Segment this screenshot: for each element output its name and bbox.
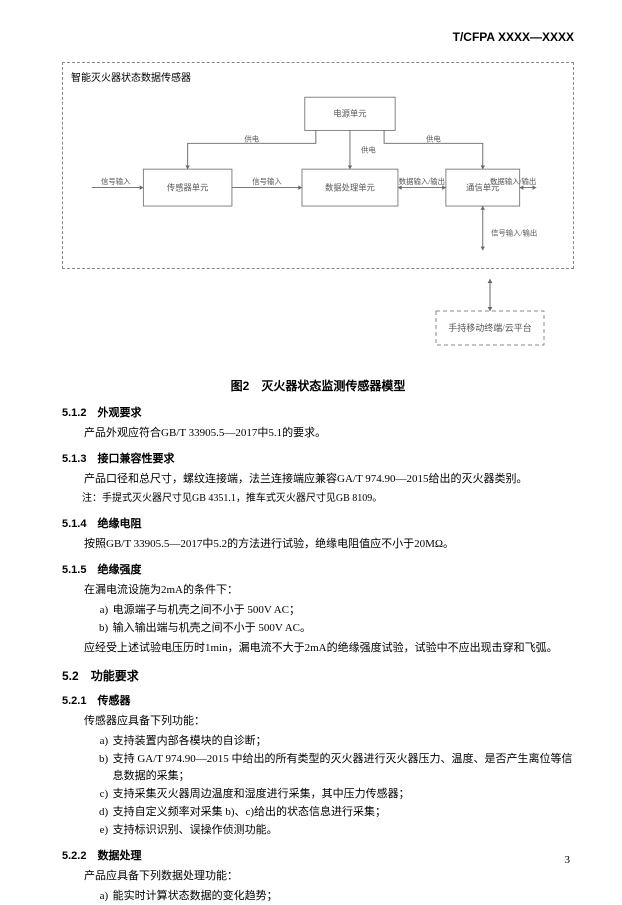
list-item: b)输入输出端与机壳之间不小于 500V AC。 [62,620,574,637]
list-item: b)支持 GA/T 974.90—2015 中给出的所有类型的灭火器进行灭火器压… [62,751,574,785]
svg-text:电源单元: 电源单元 [333,109,366,119]
svg-text:数据处理单元: 数据处理单元 [325,182,375,192]
heading-521: 5.2.1 传感器 [62,692,574,708]
svg-text:信号输入: 信号输入 [101,177,131,186]
list: a)电源端子与机壳之间不小于 500V AC；b)输入输出端与机壳之间不小于 5… [62,602,574,637]
paragraph: 产品应具备下列数据处理功能： [62,868,574,885]
paragraph: 产品口径和总尺寸，螺纹连接端，法兰连接端应兼容GA/T 974.90—2015给… [62,471,574,488]
diagram-outer: 智能灭火器状态数据传感器 电源单元传感器单元数据处理单元通信单元供电供电供电信号… [62,62,574,269]
svg-text:手持移动终端/云平台: 手持移动终端/云平台 [448,322,532,333]
svg-text:数据输入/输出: 数据输入/输出 [399,177,445,186]
page-number: 3 [565,854,571,866]
heading-522: 5.2.2 数据处理 [62,847,574,863]
svg-text:传感器单元: 传感器单元 [167,182,209,192]
paragraph: 产品外观应符合GB/T 33905.5—2017中5.1的要求。 [62,425,574,442]
list-item: a)能实时计算状态数据的变化趋势； [62,888,574,905]
heading-513: 5.1.3 接口兼容性要求 [62,450,574,466]
list: a)能实时计算状态数据的变化趋势； [62,888,574,905]
list-item: e)支持标识识别、误操作侦测功能。 [62,822,574,839]
external-svg: 手持移动终端/云平台 [390,279,560,359]
svg-text:供电: 供电 [244,134,259,143]
list-item: a)电源端子与机壳之间不小于 500V AC； [62,602,574,619]
diagram-container-title: 智能灭火器状态数据传感器 [71,69,567,84]
diagram-svg: 电源单元传感器单元数据处理单元通信单元供电供电供电信号输入信号输入数据输入/输出… [69,88,559,254]
list-item: d)支持自定义频率对采集 b)、c)给出的状态信息进行采集； [62,804,574,821]
paragraph: 传感器应具备下列功能： [62,713,574,730]
svg-text:供电: 供电 [361,146,376,155]
paragraph: 在漏电流设施为2mA的条件下： [62,582,574,599]
paragraph: 应经受上述试验电压历时1min，漏电流不大于2mA的绝缘强度试验，试验中不应出现… [62,640,574,657]
figure-caption: 图2 灭火器状态监测传感器模型 [62,377,574,394]
note: 注：手提式灭火器尺寸见GB 4351.1，推车式灭火器尺寸见GB 8109。 [62,491,574,507]
svg-text:供电: 供电 [426,134,441,143]
heading-512: 5.1.2 外观要求 [62,404,574,420]
list-item: c)支持采集灭火器周边温度和湿度进行采集，其中压力传感器； [62,786,574,803]
list-item: a)支持装置内部各模块的自诊断； [62,733,574,750]
svg-text:数据输入/输出: 数据输入/输出 [490,177,536,186]
heading-52: 5.2 功能要求 [62,667,574,684]
svg-text:信号输入/输出: 信号输入/输出 [491,229,537,238]
svg-text:信号输入: 信号输入 [252,177,282,186]
header-code: T/CFPA XXXX—XXXX [62,30,574,44]
heading-514: 5.1.4 绝缘电阻 [62,515,574,531]
heading-515: 5.1.5 绝缘强度 [62,561,574,577]
list: a)支持装置内部各模块的自诊断；b)支持 GA/T 974.90—2015 中给… [62,733,574,839]
paragraph: 按照GB/T 33905.5—2017中5.2的方法进行试验，绝缘电阻值应不小于… [62,536,574,553]
